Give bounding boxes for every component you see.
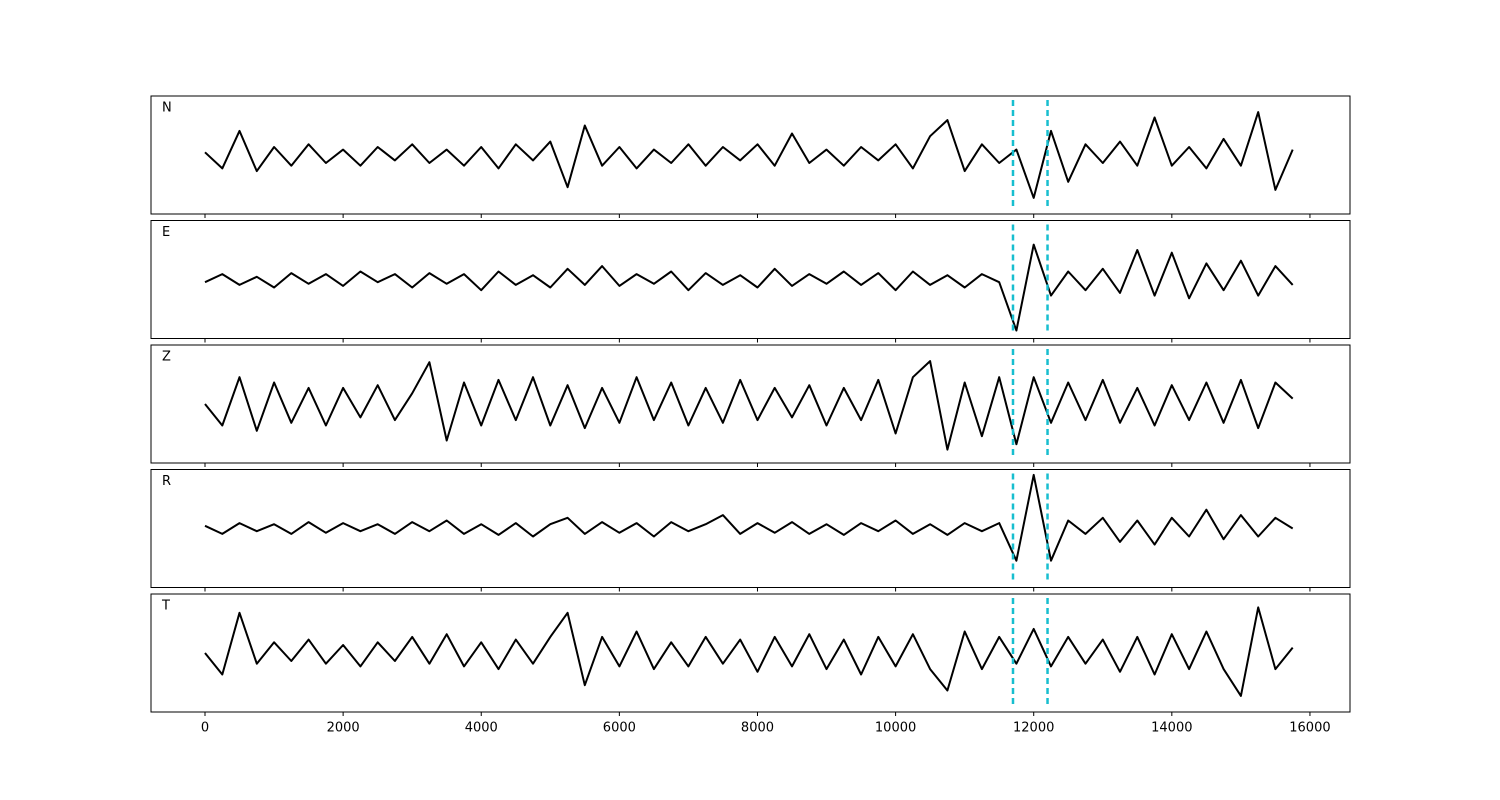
x-tick-label: 8000 (741, 721, 774, 736)
trace (204, 606, 1294, 697)
panel-label: Z (162, 350, 171, 365)
x-tick-label: 4000 (465, 721, 498, 736)
x-tick-label: 14000 (1151, 721, 1192, 736)
x-tick-label: 2000 (327, 721, 360, 736)
panel-label: R (162, 474, 171, 489)
x-tick-label: 10000 (875, 721, 916, 736)
panel-frame (150, 220, 1351, 339)
trace (204, 243, 1294, 332)
trace (204, 111, 1294, 199)
x-tick-label: 6000 (603, 721, 636, 736)
x-tick-label: 0 (201, 721, 209, 736)
panel-frame (150, 469, 1351, 588)
x-tick-label: 12000 (1013, 721, 1054, 736)
trace (204, 473, 1294, 562)
panel-frame (150, 344, 1351, 464)
panel-label: T (161, 599, 170, 614)
panel-label: N (162, 101, 172, 116)
panel-label: E (162, 225, 170, 240)
panel-frame (150, 95, 1351, 215)
panel-frame (150, 593, 1351, 713)
trace (204, 360, 1294, 451)
x-tick-label: 16000 (1289, 721, 1330, 736)
